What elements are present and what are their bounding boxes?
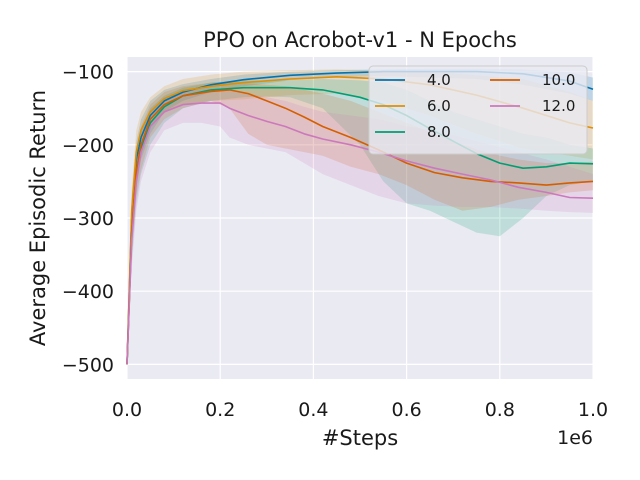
y-tick-label: −200 [62, 135, 114, 157]
legend-label: 6.0 [427, 97, 451, 115]
x-tick-label: 0.2 [205, 399, 235, 421]
y-tick-label: −300 [62, 208, 114, 230]
legend: 4.0 6.0 8.0 10.0 12.0 [368, 65, 588, 155]
x-tick-label: 0.6 [391, 399, 421, 421]
chart-title: PPO on Acrobot-v1 - N Epochs [203, 28, 517, 52]
x-ticks: 0.0 0.2 0.4 0.6 0.8 1.0 [112, 399, 608, 421]
legend-label: 8.0 [427, 123, 451, 141]
y-tick-label: −500 [62, 354, 114, 376]
x-axis-label: #Steps [322, 426, 398, 450]
legend-frame [368, 65, 588, 155]
band-4-0 [127, 68, 593, 365]
legend-label: 12.0 [542, 97, 575, 115]
legend-label: 10.0 [542, 71, 575, 89]
x-tick-label: 1.0 [578, 399, 608, 421]
line-8-0 [126, 86, 594, 365]
y-tick-label: −400 [62, 281, 114, 303]
line-12-0 [126, 102, 594, 365]
x-tick-label: 0.0 [112, 399, 142, 421]
y-axis-label: Average Episodic Return [26, 90, 50, 346]
x-tick-label: 0.4 [298, 399, 328, 421]
x-offset-label: 1e6 [557, 427, 593, 449]
y-ticks: −100 −200 −300 −400 −500 [62, 62, 114, 377]
y-tick-label: −100 [62, 62, 114, 84]
legend-label: 4.0 [427, 71, 451, 89]
band-12-0 [127, 87, 593, 365]
grid [126, 57, 594, 379]
x-tick-label: 0.8 [485, 399, 515, 421]
